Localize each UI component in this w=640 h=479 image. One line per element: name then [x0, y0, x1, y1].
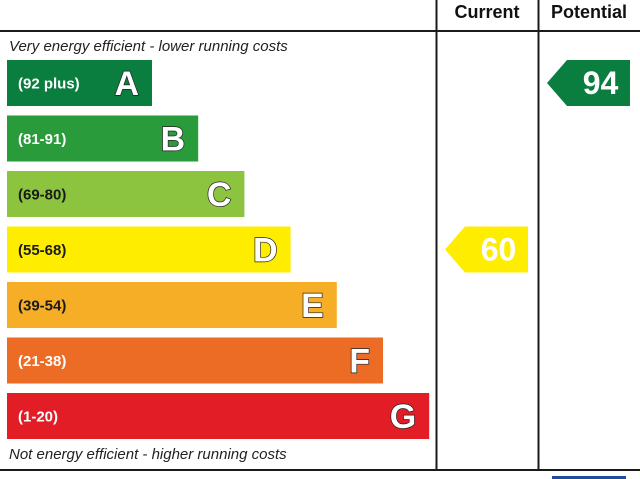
top-efficiency-note: Very energy efficient - lower running co… — [9, 38, 288, 55]
band-f-letter: F — [349, 343, 370, 381]
band-f-range: (21-38) — [18, 353, 66, 370]
band-b-letter: B — [161, 121, 186, 159]
current-rating-value: 60 — [481, 232, 517, 268]
current-rating-arrow — [445, 226, 528, 273]
band-e-letter: E — [301, 287, 324, 325]
band-c-bar — [7, 171, 245, 217]
band-c-letter: C — [207, 176, 232, 214]
potential-column-header: Potential — [551, 2, 627, 22]
potential-rating-arrow — [547, 60, 630, 106]
potential-rating-value: 94 — [583, 65, 619, 101]
band-a-letter: A — [114, 65, 139, 103]
band-e-range: (39-54) — [18, 298, 66, 315]
band-b-bar — [7, 115, 199, 162]
band-g-range: (1-20) — [18, 409, 58, 426]
band-g-letter: G — [390, 398, 416, 436]
rating-markers: 60 94 — [445, 60, 630, 273]
band-b-range: (81-91) — [18, 131, 66, 148]
current-column-header: Current — [454, 2, 519, 22]
band-a-bar — [7, 60, 152, 106]
bottom-efficiency-note: Not energy efficient - higher running co… — [9, 446, 287, 463]
band-a-range: (92 plus) — [18, 76, 80, 93]
rating-bands: (92 plus) A (81-91) B (69-80) C (55-68) D (39-54… — [7, 60, 430, 439]
band-f-bar — [7, 337, 383, 384]
band-e-bar — [7, 282, 337, 328]
band-d-letter: D — [253, 232, 278, 270]
band-c-range: (69-80) — [18, 187, 66, 204]
band-g-bar — [7, 393, 430, 439]
chart-blue-tab — [552, 476, 626, 479]
band-d-bar — [7, 226, 291, 273]
band-d-range: (55-68) — [18, 242, 66, 259]
